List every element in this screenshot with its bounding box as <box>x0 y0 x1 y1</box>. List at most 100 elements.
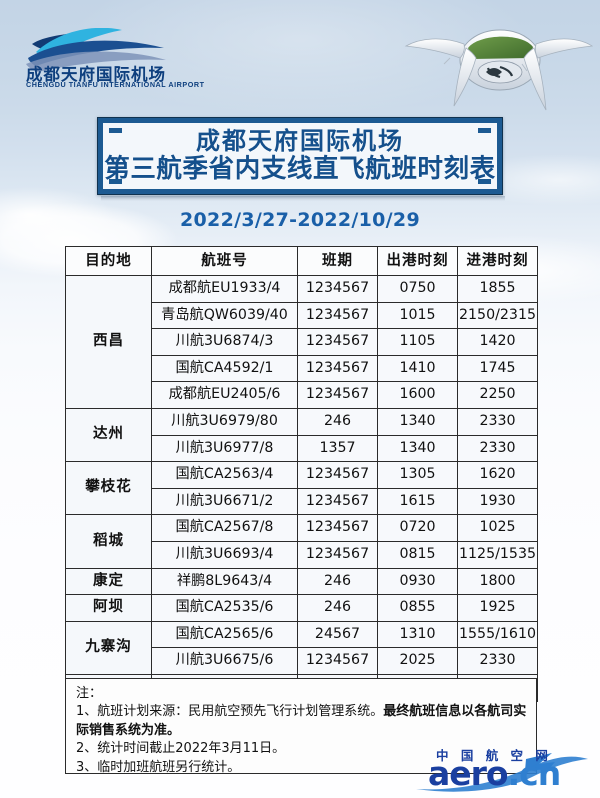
table-row: 国航CA4592/1 1234567 1410 1745 <box>66 354 538 383</box>
cell-frequency: 1234567 <box>297 461 378 489</box>
cell-departure-time: 0930 <box>377 567 458 596</box>
col-header-destination: 目的地 <box>65 246 152 276</box>
cell-departure-time: 1015 <box>377 301 458 330</box>
cell-destination: 达州 <box>65 407 152 463</box>
cell-arrival-time: 1420 <box>457 328 538 356</box>
cell-flight-no: 川航3U6675/6 <box>151 647 298 675</box>
cell-frequency: 1234567 <box>297 540 378 569</box>
cell-frequency: 246 <box>297 407 378 436</box>
table-row: 九寨沟 国航CA2565/6 24567 1310 1555/1610 <box>65 620 538 675</box>
cell-departure-time: 0750 <box>377 275 458 303</box>
note-item-3: 3、临时加班航班另行统计。 <box>76 759 241 775</box>
cell-arrival-time: 2330 <box>457 434 538 463</box>
date-range-text: 2022/3/27-2022/10/29 <box>180 209 420 231</box>
cell-frequency: 1234567 <box>297 487 378 516</box>
airplane-swoosh-icon <box>416 753 588 792</box>
flight-schedule-table-wrap: 目的地 航班号 班期 出港时刻 进港时刻 西昌 成都航EU1933/4 123456… <box>65 246 538 702</box>
cell-destination: 西昌 <box>65 275 152 409</box>
note-item-1: 1、航班计划来源：民用航空预先飞行计划管理系统。最终航班信息以各航司实际销售系统… <box>76 703 528 740</box>
cell-arrival-time: 1925 <box>457 594 538 622</box>
cell-flight-no: 川航3U6874/3 <box>151 328 298 356</box>
table-row: 阿坝 国航CA2535/6 246 0855 1925 <box>65 594 538 622</box>
cell-flight-no: 成都航EU2405/6 <box>151 381 298 409</box>
cell-departure-time: 0815 <box>377 540 458 569</box>
col-header-flight-no: 航班号 <box>151 246 298 276</box>
watermark-aero-word: aero <box>428 754 509 793</box>
cell-arrival-time: 1555/1610 <box>457 620 538 649</box>
cell-departure-time: 1615 <box>377 487 458 516</box>
cell-frequency: 1234567 <box>297 381 378 409</box>
cell-destination: 攀枝花 <box>65 461 152 516</box>
cell-flight-no: 国航CA4592/1 <box>151 354 298 383</box>
col-header-frequency: 班期 <box>297 246 378 276</box>
cell-departure-time: 0855 <box>377 594 458 622</box>
cell-departure-time: 1310 <box>377 620 458 649</box>
cell-arrival-time: 1125/1535 <box>457 540 538 569</box>
airport-swoosh-icon <box>26 28 166 72</box>
table-row: 川航3U6693/4 1234567 0815 1125/1535 <box>66 540 538 569</box>
col-header-arrival: 进港时刻 <box>457 246 538 276</box>
cell-flight-no: 国航CA2567/8 <box>151 514 298 542</box>
col-header-departure: 出港时刻 <box>377 246 458 276</box>
cell-frequency: 1234567 <box>297 275 378 303</box>
cell-departure-time: 0720 <box>377 514 458 542</box>
watermark-aero-text: aero.cn <box>428 754 562 793</box>
table-row: 川航3U6671/2 1234567 1615 1930 <box>66 487 538 516</box>
cell-frequency: 246 <box>297 594 378 622</box>
table-row: 川航3U6977/8 1357 1340 2330 <box>66 434 538 463</box>
cell-flight-no: 祥鹏8L9643/4 <box>151 567 298 596</box>
table-row: 西昌 成都航EU1933/4 1234567 0750 1855 <box>65 275 538 409</box>
table-row: 达州 川航3U6979/80 246 1340 2330 <box>65 407 538 463</box>
cell-destination: 阿坝 <box>65 594 152 622</box>
table-row: 攀枝花 国航CA2563/4 1234567 1305 1620 <box>65 461 538 516</box>
flight-schedule-table: 目的地 航班号 班期 出港时刻 进港时刻 西昌 成都航EU1933/4 123456… <box>65 246 538 702</box>
cell-flight-no: 川航3U6979/80 <box>151 407 298 436</box>
cell-departure-time: 1340 <box>377 407 458 436</box>
cell-flight-no: 川航3U6693/4 <box>151 540 298 569</box>
cell-destination: 稻城 <box>65 514 152 569</box>
cell-arrival-time: 1800 <box>457 567 538 596</box>
cell-destination: 康定 <box>65 567 152 596</box>
title-banner: 成都天府国际机场 第三航季省内支线直飞航班时刻表 <box>97 117 503 195</box>
cell-frequency: 1234567 <box>297 354 378 383</box>
cell-frequency: 1234567 <box>297 514 378 542</box>
note-item-2: 2、统计时间截止2022年3月11日。 <box>76 741 286 757</box>
table-head: 目的地 航班号 班期 出港时刻 进港时刻 <box>65 246 538 276</box>
cell-arrival-time: 1025 <box>457 514 538 542</box>
table-row: 稻城 国航CA2567/8 1234567 0720 1025 <box>65 514 538 569</box>
watermark-dotcn: .cn <box>507 754 562 793</box>
table-row: 康定 祥鹏8L9643/4 246 0930 1800 <box>65 567 538 596</box>
table-row: 青岛航QW6039/40 1234567 1015 2150/2315 <box>66 301 538 330</box>
cell-frequency: 1234567 <box>297 328 378 356</box>
cell-departure-time: 1105 <box>377 328 458 356</box>
cell-arrival-time: 2330 <box>457 647 538 675</box>
cell-flight-no: 国航CA2563/4 <box>151 461 298 489</box>
cell-frequency: 24567 <box>297 620 378 649</box>
cell-frequency: 1234567 <box>297 301 378 330</box>
table-row: 川航3U6874/3 1234567 1105 1420 <box>66 328 538 356</box>
table-row: 川航3U6675/6 1234567 2025 2330 <box>66 647 538 675</box>
corner-mark-top-left <box>109 128 122 133</box>
cell-arrival-time: 1855 <box>457 275 538 303</box>
terminal-building-icon <box>404 29 594 111</box>
cell-departure-time: 2025 <box>377 647 458 675</box>
aero-watermark: 中 国 航 空 网 aero.cn <box>408 745 593 795</box>
cell-arrival-time: 1930 <box>457 487 538 516</box>
cell-arrival-time: 1620 <box>457 461 538 489</box>
cell-destination: 九寨沟 <box>65 620 152 675</box>
cell-arrival-time: 2150/2315 <box>457 301 538 330</box>
cell-departure-time: 1340 <box>377 434 458 463</box>
cell-arrival-time: 2330 <box>457 407 538 436</box>
note-1-plain: 1、航班计划来源：民用航空预先飞行计划管理系统。 <box>76 704 384 720</box>
logo-name-en: CHENGDU TIANFU INTERNATIONAL AIRPORT <box>26 80 205 89</box>
cell-arrival-time: 1745 <box>457 354 538 383</box>
banner-shadow <box>101 196 505 201</box>
cell-flight-no: 川航3U6671/2 <box>151 487 298 516</box>
cell-flight-no: 国航CA2535/6 <box>151 594 298 622</box>
corner-mark-top-right <box>478 128 491 133</box>
poster-title-line1: 成都天府国际机场 <box>196 127 404 156</box>
cell-frequency: 1234567 <box>297 647 378 675</box>
notes-title: 注： <box>76 686 103 701</box>
cell-departure-time: 1410 <box>377 354 458 383</box>
